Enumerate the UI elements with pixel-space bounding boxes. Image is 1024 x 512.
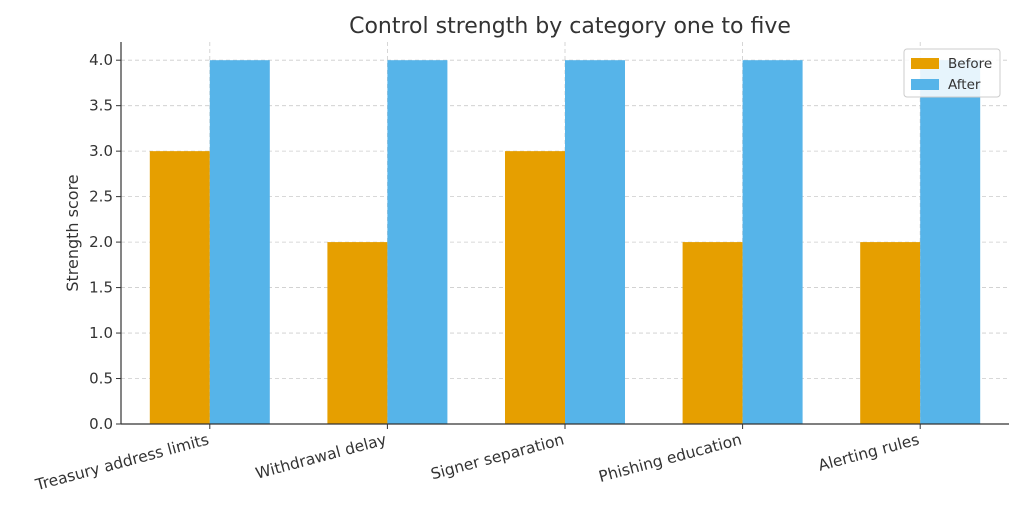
x-tick-label: Phishing education bbox=[597, 430, 744, 485]
y-tick-label: 3.0 bbox=[89, 142, 113, 160]
x-tick-label: Signer separation bbox=[429, 430, 566, 483]
bar-before-3 bbox=[682, 242, 743, 424]
y-tick-label: 2.5 bbox=[89, 188, 113, 206]
bar-after-3 bbox=[742, 60, 803, 424]
y-tick-label: 2.0 bbox=[89, 233, 113, 251]
y-tick-label: 1.5 bbox=[89, 279, 113, 297]
bar-after-4 bbox=[920, 60, 981, 424]
y-tick-label: 1.0 bbox=[89, 324, 113, 342]
chart-title: Control strength by category one to five bbox=[349, 14, 791, 39]
bar-before-1 bbox=[327, 242, 388, 424]
legend-swatch-before bbox=[911, 58, 939, 69]
legend: Before After bbox=[903, 48, 1001, 98]
x-tick-label: Withdrawal delay bbox=[254, 430, 389, 482]
bar-before-0 bbox=[149, 151, 210, 424]
y-tick-label: 4.0 bbox=[89, 51, 113, 69]
legend-label-before: Before bbox=[948, 56, 992, 72]
legend-swatch-after bbox=[911, 79, 939, 90]
bars bbox=[149, 60, 981, 424]
bar-before-4 bbox=[860, 242, 921, 424]
x-tick-label: Treasury address limits bbox=[33, 430, 211, 494]
legend-label-after: After bbox=[948, 77, 981, 93]
bar-before-2 bbox=[505, 151, 565, 424]
y-tick-label: 0.0 bbox=[89, 415, 113, 433]
bar-after-0 bbox=[209, 60, 270, 424]
bar-after-1 bbox=[387, 60, 448, 424]
bar-after-2 bbox=[565, 60, 625, 424]
y-tick-label: 0.5 bbox=[89, 370, 113, 388]
x-tick-label: Alerting rules bbox=[816, 430, 921, 474]
y-tick-label: 3.5 bbox=[89, 97, 113, 115]
y-axis-label: Strength score bbox=[63, 174, 82, 291]
